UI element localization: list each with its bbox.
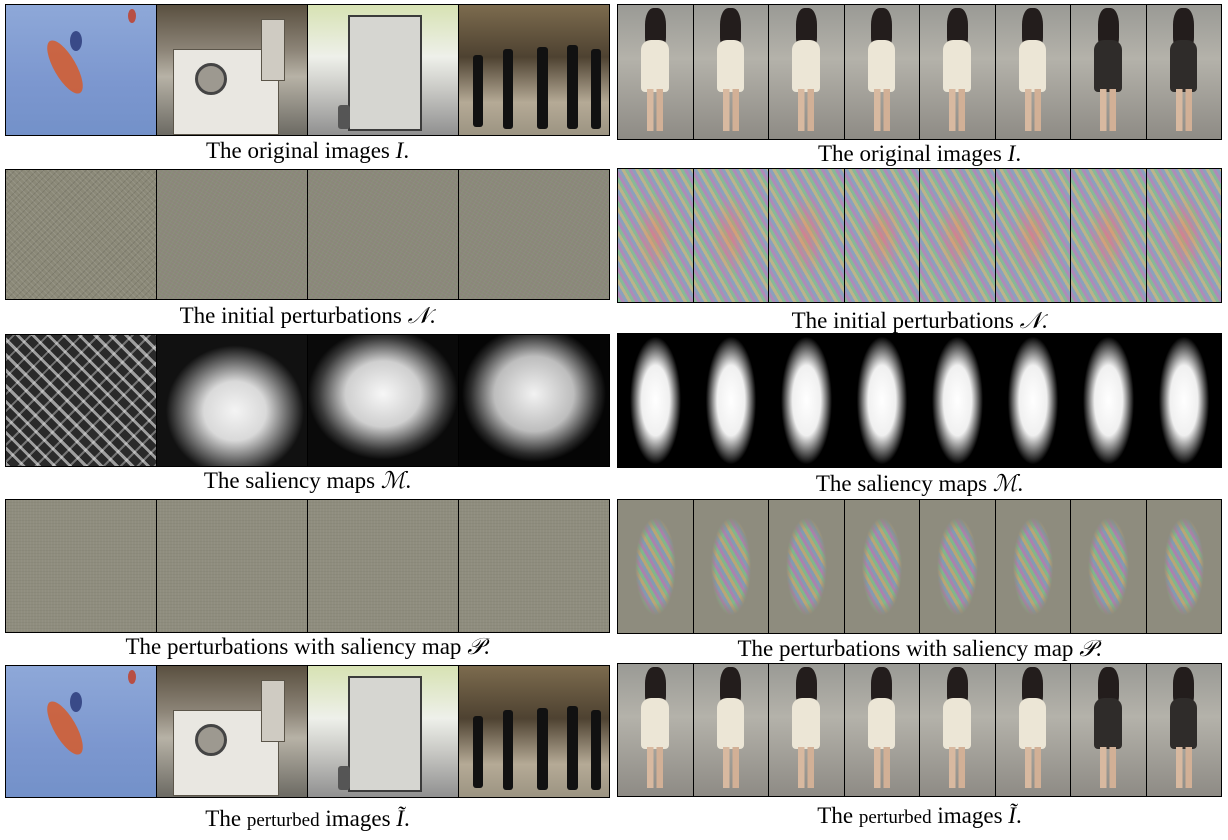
right-caption-original: The original images I.: [817, 141, 1022, 166]
parachute-image: [6, 5, 156, 135]
pedestrian-image: [1070, 664, 1146, 796]
pedestrian-image: [1145, 5, 1221, 139]
perturbation-tile: [307, 170, 458, 299]
right-perturbations-with-saliency-strip: [617, 499, 1222, 634]
saliency-map-tile: [692, 334, 768, 467]
perturbation-tile: [768, 169, 844, 302]
pedestrian-image: [919, 5, 995, 139]
saliency-map-tile: [307, 335, 458, 466]
right-caption-initial-perturbations: The initial perturbations 𝒩.: [791, 308, 1048, 334]
left-perturbations-with-saliency-strip: [5, 499, 610, 633]
right-saliency-maps-strip: [617, 333, 1222, 468]
right-perturbed-images-strip: [617, 663, 1222, 797]
right-original-images-strip: [617, 4, 1222, 140]
right-initial-perturbations-strip: [617, 168, 1222, 303]
pedestrian-image: [618, 5, 693, 139]
masked-perturbation-tile: [458, 500, 609, 632]
perturbation-tile: [156, 170, 307, 299]
masked-perturbation-tile: [1070, 500, 1146, 633]
pedestrian-image: [692, 664, 768, 796]
pedestrian-image: [1070, 5, 1146, 139]
pedestrian-image: [843, 664, 919, 796]
masked-perturbation-tile: [692, 500, 768, 633]
left-caption-initial-perturbations: The initial perturbations 𝒩.: [179, 303, 436, 329]
pedestrian-image: [768, 5, 844, 139]
saliency-map-tile: [843, 334, 919, 467]
perturbation-tile: [994, 169, 1070, 302]
church-image: [156, 666, 307, 797]
saliency-map-tile: [1145, 334, 1221, 467]
perturbation-tile: [1070, 169, 1146, 302]
pedestrian-image: [1145, 664, 1221, 796]
masked-perturbation-tile: [156, 500, 307, 632]
saliency-map-tile: [156, 335, 307, 466]
garbage-truck-image: [307, 666, 458, 797]
saliency-map-tile: [458, 335, 609, 466]
perturbation-tile: [692, 169, 768, 302]
church-image: [156, 5, 307, 135]
right-caption-perturbations-with-saliency: The perturbations with saliency map 𝒫.: [737, 636, 1102, 662]
perturbation-tile: [618, 169, 693, 302]
left-perturbed-images-strip: [5, 665, 610, 798]
left-caption-perturbed-images: The perturbed images Ĩ.: [205, 806, 410, 831]
perturbation-tile: [843, 169, 919, 302]
masked-perturbation-tile: [919, 500, 995, 633]
pedestrian-image: [768, 664, 844, 796]
perturbation-tile: [458, 170, 609, 299]
masked-perturbation-tile: [307, 500, 458, 632]
marching-band-image: [458, 666, 609, 797]
left-caption-perturbations-with-saliency: The perturbations with saliency map 𝒫.: [125, 634, 490, 660]
right-caption-perturbed-images: The perturbed images Ĩ.: [817, 803, 1022, 828]
saliency-map-tile: [919, 334, 995, 467]
saliency-map-tile: [994, 334, 1070, 467]
right-caption-saliency-maps: The saliency maps ℳ.: [815, 471, 1024, 497]
pedestrian-image: [843, 5, 919, 139]
pedestrian-image: [994, 664, 1070, 796]
perturbation-tile: [1145, 169, 1221, 302]
masked-perturbation-tile: [618, 500, 693, 633]
masked-perturbation-tile: [994, 500, 1070, 633]
perturbation-tile: [6, 170, 156, 299]
saliency-map-tile: [1070, 334, 1146, 467]
pedestrian-image: [692, 5, 768, 139]
masked-perturbation-tile: [6, 500, 156, 632]
left-caption-saliency-maps: The saliency maps ℳ.: [203, 468, 412, 494]
pedestrian-image: [919, 664, 995, 796]
perturbation-tile: [919, 169, 995, 302]
pedestrian-image: [994, 5, 1070, 139]
left-initial-perturbations-strip: [5, 169, 610, 300]
left-original-images-strip: [5, 4, 610, 136]
garbage-truck-image: [307, 5, 458, 135]
parachute-image: [6, 666, 156, 797]
pedestrian-image: [618, 664, 693, 796]
left-caption-original: The original images I.: [205, 138, 410, 163]
saliency-map-tile: [6, 335, 156, 466]
masked-perturbation-tile: [1145, 500, 1221, 633]
marching-band-image: [458, 5, 609, 135]
masked-perturbation-tile: [843, 500, 919, 633]
saliency-map-tile: [768, 334, 844, 467]
left-saliency-maps-strip: [5, 334, 610, 467]
masked-perturbation-tile: [768, 500, 844, 633]
saliency-map-tile: [618, 334, 693, 467]
